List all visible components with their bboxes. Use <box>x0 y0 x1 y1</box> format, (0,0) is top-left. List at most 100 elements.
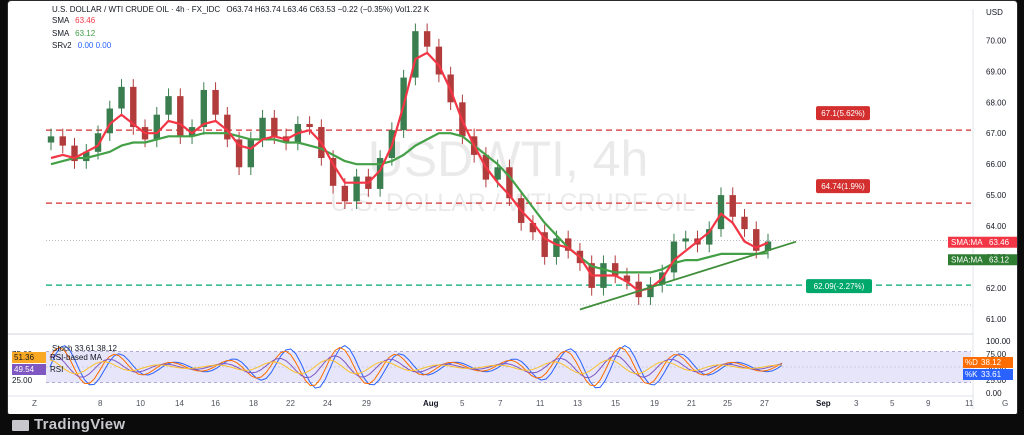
candle-body <box>341 185 349 202</box>
rsi-ma-line <box>49 359 782 375</box>
x-tick-label: 24 <box>323 399 332 408</box>
x-tick-label: 11 <box>965 399 974 408</box>
sma1-value: 63.46 <box>75 16 96 25</box>
candle-body <box>764 241 772 251</box>
candle-body <box>741 216 748 230</box>
candle-body <box>200 89 208 128</box>
brand-name: TradingView <box>34 416 126 433</box>
osc-y-tick-label: 25.00 <box>986 376 1007 385</box>
rsi-value: 49.54 <box>14 365 35 374</box>
x-tick-label: 5 <box>460 399 465 408</box>
x-tick-label: Z <box>32 399 37 408</box>
y-tick-label: 70.00 <box>986 36 1007 45</box>
osc-tag-value: 33.61 <box>981 370 1002 379</box>
candle-body <box>306 123 313 128</box>
chart-canvas[interactable]: USDWTI, 4hU.S. DOLLAR / WTI CRUDE OIL70.… <box>8 1 1017 415</box>
y-tick-label: 61.00 <box>986 315 1007 324</box>
candle-body <box>541 232 548 257</box>
candle-body <box>188 127 196 137</box>
candle-body <box>682 238 689 242</box>
x-tick-label: 3 <box>854 399 859 408</box>
rsi-ma-label: RSI-based MA <box>50 353 103 362</box>
candle-body <box>717 195 725 230</box>
candle-body <box>435 46 443 75</box>
x-tick-label: 19 <box>650 399 659 408</box>
chart-frame: USDWTI, 4h U.S. DOLLAR / WTI CRUDE OIL 70.… <box>7 0 1018 416</box>
level-badge-bg <box>816 179 870 194</box>
candle-body <box>165 96 172 115</box>
rsi-line <box>49 355 783 379</box>
x-tick-label: 10 <box>136 399 145 408</box>
sma2-value: 63.12 <box>75 29 96 38</box>
y-tick-label: 66.00 <box>986 160 1007 169</box>
candle-body <box>224 114 231 140</box>
x-tick-label: Aug <box>423 399 439 408</box>
x-tick-label: Sep <box>816 399 831 408</box>
tradingview-icon <box>12 419 29 431</box>
price-tag-bg <box>948 236 1017 248</box>
x-tick-label: 15 <box>611 399 620 408</box>
sma2-legend[interactable]: SMA 63.12 <box>52 29 96 38</box>
candle-body <box>611 263 619 276</box>
candle-body <box>412 31 419 78</box>
osc-tag-bg <box>963 357 1013 368</box>
candle-body <box>47 136 55 143</box>
candle-body <box>753 229 760 251</box>
rsi-legend: 49.54 RSI <box>12 364 63 375</box>
candle-body <box>729 195 736 217</box>
candle-body <box>506 167 513 199</box>
osc-tag-bg <box>963 369 1013 380</box>
candle-body <box>212 89 219 115</box>
y-tick-label: 68.00 <box>986 98 1007 107</box>
candle-body <box>670 241 678 273</box>
level-badge: 64.74(1.9%) <box>816 179 870 194</box>
candle-body <box>271 117 278 137</box>
candle-body <box>118 86 125 109</box>
osc-tag: %D 38.12 <box>963 357 1013 368</box>
candle-body <box>423 31 431 47</box>
x-tick-label: 7 <box>498 399 503 408</box>
y-tick-label: 64.00 <box>986 222 1007 231</box>
candle-body <box>376 157 384 189</box>
rsi-ma-value-bg <box>12 352 46 363</box>
sma-slow-line <box>50 132 769 274</box>
srv-legend[interactable]: SRv2 0.00 0.00 <box>52 41 112 50</box>
osc-tag-label: %D <box>965 358 978 367</box>
level-badge-bg <box>806 279 872 294</box>
tradingview-logo[interactable]: TradingView <box>12 416 125 433</box>
osc-left-tick-label: 25.00 <box>12 376 33 385</box>
symbol-line: U.S. DOLLAR / WTI CRUDE OIL · 4h · FX_ID… <box>52 5 429 14</box>
candle-body <box>235 139 243 168</box>
y-tick-label: 67.00 <box>986 129 1007 138</box>
candle-body <box>564 238 572 251</box>
level-badge: 67.1(5.62%) <box>816 106 870 121</box>
price-tag: SMA:MA 63.46 <box>948 236 1017 248</box>
x-tick-label: 9 <box>926 399 931 408</box>
price-tag-label: SMA:MA <box>951 238 983 247</box>
x-tick-label: 18 <box>249 399 258 408</box>
candle-body <box>553 238 560 257</box>
candle-body <box>153 114 160 140</box>
x-tick-label: 27 <box>760 399 769 408</box>
candle-body <box>71 145 78 162</box>
x-tick-label: 5 <box>890 399 895 408</box>
candle-body <box>94 133 102 152</box>
candle-body <box>59 136 66 146</box>
candle-body <box>106 108 113 134</box>
footer-bar: TradingView <box>0 414 1024 435</box>
osc-tag: %K 33.61 <box>963 369 1013 380</box>
x-tick-label: 25 <box>723 399 732 408</box>
candle-body <box>706 229 713 245</box>
symbol-title: U.S. DOLLAR / WTI CRUDE OIL · 4h · FX_ID… <box>52 5 221 14</box>
ohlc-readout: O63.74 H63.74 L63.46 C63.53 −0.22 (−0.35… <box>226 5 430 14</box>
osc-y-tick-label: 75.00 <box>986 350 1007 359</box>
rsi-ma-value: 51.36 <box>14 353 35 362</box>
sma1-legend[interactable]: SMA 63.46 <box>52 16 96 25</box>
candle-body <box>259 117 266 140</box>
candle-body <box>247 139 255 168</box>
candle-body <box>494 167 501 180</box>
srv-value: 0.00 0.00 <box>77 41 112 50</box>
osc-y-tick-label: 100.00 <box>986 337 1011 346</box>
candle-body <box>635 281 642 298</box>
y-tick-label: 62.00 <box>986 284 1007 293</box>
